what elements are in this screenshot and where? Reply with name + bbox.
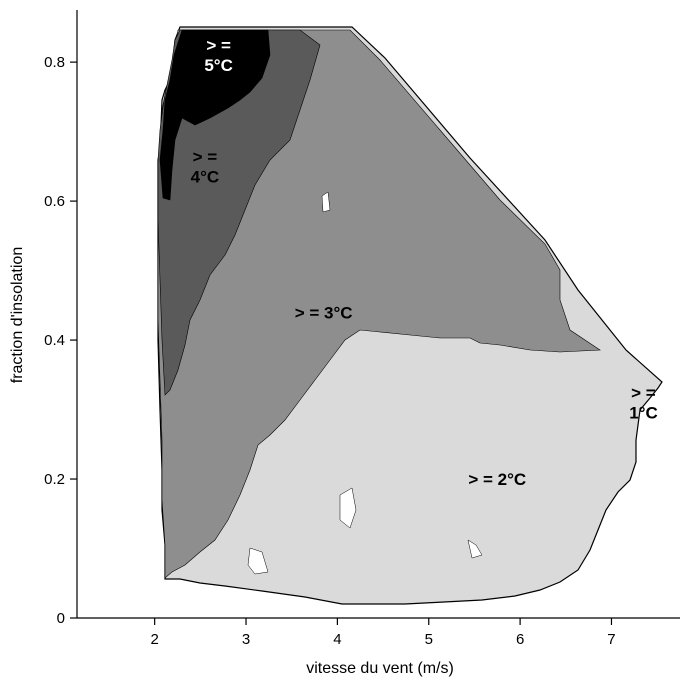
- contour-patch: [339, 487, 357, 529]
- y-tick-label: 0.6: [44, 193, 65, 210]
- contour-patch: [247, 547, 269, 575]
- level-label: > =: [631, 384, 656, 403]
- contour-patch: [321, 191, 331, 213]
- y-tick-label: 0.8: [44, 54, 65, 71]
- y-tick-label: 0.4: [44, 332, 65, 349]
- x-tick-label: 2: [150, 631, 158, 648]
- axis-ticks: 2 3 4 5 6 7 0 0.2 0.4 0.6 0.8: [44, 54, 616, 648]
- x-tick-label: 5: [425, 631, 433, 648]
- y-tick-label: 0: [57, 610, 65, 627]
- x-axis-title: vitesse du vent (m/s): [306, 660, 454, 677]
- level-label: > =: [206, 36, 231, 55]
- level-labels: > =1°C> = 2°C> = 3°C> =4°C> =5°C: [191, 36, 658, 489]
- contour-region: [157, 26, 663, 605]
- level-label: > =: [193, 147, 218, 166]
- x-tick-label: 6: [516, 631, 524, 648]
- contour-level-2: [157, 29, 601, 579]
- y-axis-title: fraction d'insolation: [9, 247, 26, 383]
- level-label: > = 2°C: [468, 470, 526, 489]
- level-label: 4°C: [191, 167, 220, 186]
- level-label: > = 3°C: [295, 303, 353, 322]
- x-tick-label: 4: [333, 631, 341, 648]
- level-label: 1°C: [629, 404, 658, 423]
- x-tick-label: 7: [607, 631, 615, 648]
- contour-patch: [467, 539, 483, 559]
- x-tick-label: 3: [242, 631, 250, 648]
- level-label: 5°C: [204, 56, 233, 75]
- y-tick-label: 0.2: [44, 471, 65, 488]
- contour-level-4: [159, 29, 271, 201]
